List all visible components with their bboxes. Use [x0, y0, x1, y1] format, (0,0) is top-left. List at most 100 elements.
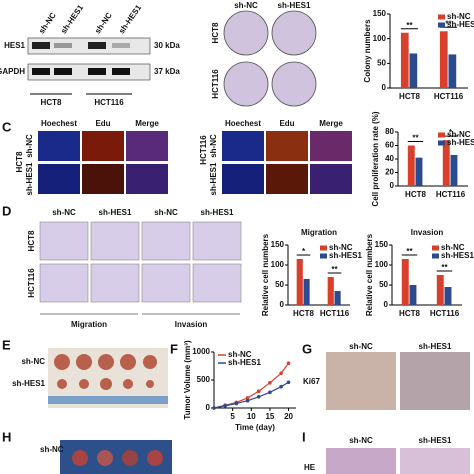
col-label: sh-NC: [349, 342, 373, 351]
series-line: [213, 381, 289, 409]
x-tick-label: HCT8: [293, 309, 314, 318]
point: [256, 389, 261, 394]
bar: [450, 154, 458, 186]
legend-swatch: [432, 245, 439, 251]
bar: [436, 275, 444, 305]
significance: *: [449, 128, 453, 137]
bar: [327, 277, 334, 305]
legend-label: sh-HES1: [228, 358, 261, 367]
significance: **: [412, 134, 419, 143]
row-label: HCT8: [211, 22, 220, 43]
row-label: sh-HES1: [209, 162, 218, 195]
row-label: sh-HES1: [12, 379, 45, 388]
legend-label: sh-NC: [329, 243, 353, 252]
legend-swatch: [438, 132, 445, 138]
tumors: [48, 348, 168, 408]
x-tick-label: HCT8: [399, 92, 420, 101]
legend-label: sh-NC: [228, 350, 252, 359]
point: [223, 403, 227, 408]
panel-letter: E: [2, 337, 11, 352]
bar: [444, 287, 452, 305]
significance: **: [441, 263, 448, 272]
y-axis-label: Tumor Volume (mm³): [183, 340, 192, 420]
y-tick-label: 150: [271, 240, 285, 249]
point: [245, 398, 250, 403]
bar: [296, 259, 303, 305]
bar: [415, 157, 423, 186]
group-label: Migration: [71, 320, 107, 329]
chart-title: Invasion: [411, 228, 444, 237]
bar: [442, 140, 450, 186]
y-tick-label: 0: [390, 181, 395, 190]
x-axis-label: Time (day): [235, 423, 275, 432]
significance: *: [302, 247, 306, 256]
x-tick-label: HCT116: [430, 309, 460, 318]
point: [234, 401, 239, 406]
blot: [27, 37, 151, 95]
point: [279, 384, 283, 389]
x-tick-label: HCT8: [405, 190, 426, 199]
protein-label: GAPDH: [0, 67, 25, 76]
size-label: 30 kDa: [154, 41, 180, 50]
row-label: Ki67: [303, 377, 320, 386]
x-tick-label: 20: [284, 412, 293, 421]
row-label: sh-NC: [40, 445, 64, 454]
edu-images: [38, 131, 352, 194]
cell-line-label: HCT8: [41, 98, 62, 107]
bar: [448, 54, 457, 88]
row-label: sh-NC: [25, 134, 34, 158]
y-tick-label: 20: [385, 168, 394, 177]
y-axis-label: Relative cell numbers: [365, 233, 374, 316]
x-tick-label: 5: [230, 412, 235, 421]
point: [245, 396, 250, 400]
y-tick-label: 40: [385, 154, 394, 163]
point: [279, 371, 283, 376]
x-tick-label: HCT116: [320, 309, 350, 318]
legend-label: sh-NC: [447, 130, 471, 139]
chart-title: Migration: [301, 228, 337, 237]
row-label: sh-NC: [209, 134, 218, 158]
y-tick-label: 150: [375, 240, 389, 249]
legend-swatch: [432, 253, 439, 259]
y-tick-label: 100: [373, 34, 387, 43]
significance: **: [406, 21, 413, 30]
panel-letter: C: [2, 119, 12, 134]
y-tick-label: 0: [280, 300, 285, 309]
colony-plates: [223, 10, 317, 107]
y-tick-label: 100: [271, 260, 285, 269]
y-tick-label: 50: [379, 280, 388, 289]
y-tick-label: 50: [377, 58, 386, 67]
y-tick-label: 1000: [192, 347, 210, 356]
lane-label: sh-HES1: [59, 3, 86, 36]
bar: [407, 145, 415, 186]
x-tick-label: HCT8: [399, 309, 420, 318]
lane-label: sh-HES1: [117, 3, 144, 36]
bar: [409, 285, 417, 305]
legend-swatch: [438, 14, 445, 20]
bar: [439, 31, 448, 88]
point: [256, 395, 261, 399]
y-tick-label: 150: [373, 9, 387, 18]
col-label: sh-HES1: [419, 342, 452, 351]
transwell-images: [39, 221, 242, 315]
point: [268, 381, 272, 385]
col-label: Edu: [279, 119, 294, 128]
bar: [334, 291, 341, 305]
point: [268, 390, 272, 395]
y-tick-label: 0: [206, 403, 211, 412]
row-label: HE: [304, 463, 316, 472]
cell-line-label: HCT8: [15, 151, 24, 172]
y-tick-label: 500: [197, 375, 211, 384]
row-label: HCT116: [27, 268, 36, 298]
col-label: sh-HES1: [278, 1, 311, 10]
col-label: Merge: [319, 119, 343, 128]
col-label: Hoechest: [225, 119, 261, 128]
legend-label: sh-HES1: [329, 251, 362, 260]
y-axis-label: Cell proliferation rate (%): [371, 111, 380, 206]
lane-label: sh-NC: [37, 11, 58, 36]
y-tick-label: 0: [382, 83, 387, 92]
row-label: sh-NC: [21, 357, 45, 366]
row-label: HCT8: [27, 230, 36, 251]
y-tick-label: 60: [385, 141, 394, 150]
